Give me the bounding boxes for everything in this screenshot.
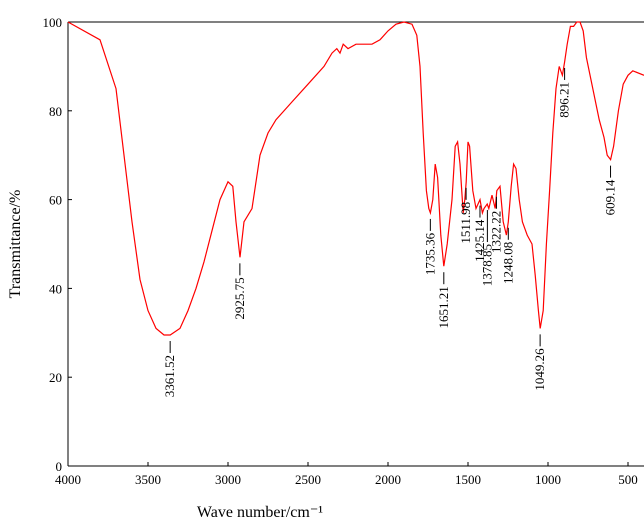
annotation-label: 1248.08: [500, 242, 515, 284]
y-axis-label: Transmittance/%: [7, 190, 24, 299]
spectrum-line: [67, 21, 644, 336]
y-tick-label: 80: [49, 104, 62, 119]
annotation-label: 896.21: [557, 82, 572, 118]
x-tick-label: 2000: [375, 472, 401, 487]
annotation-label: 1511.98: [458, 202, 473, 244]
y-tick-label: 100: [43, 15, 63, 30]
annotation-label: 2925.75: [232, 277, 247, 319]
x-tick-label: 3000: [215, 472, 241, 487]
annotation-label: 609.14: [603, 179, 618, 215]
annotation-label: 3361.52: [162, 355, 177, 397]
y-tick-label: 60: [49, 193, 62, 208]
x-tick-label: 4000: [55, 472, 81, 487]
y-tick-label: 0: [56, 459, 63, 474]
annotation-label: 1425.14: [472, 219, 487, 262]
x-tick-label: 1500: [455, 472, 481, 487]
annotation-label: 1735.36: [422, 232, 437, 275]
x-tick-label: 500: [618, 472, 638, 487]
x-tick-label: 1000: [535, 472, 561, 487]
x-tick-label: 3500: [135, 472, 161, 487]
annotation-label: 1378.85: [479, 244, 494, 286]
x-axis-label: Wave number/cm⁻¹: [197, 504, 323, 521]
annotation-label: 1322.22: [488, 211, 503, 253]
x-tick-label: 2500: [295, 472, 321, 487]
annotation-label: 1651.21: [436, 286, 451, 328]
y-tick-label: 40: [49, 281, 62, 296]
annotation-label: 1049.26: [532, 348, 547, 391]
y-tick-label: 20: [49, 370, 62, 385]
